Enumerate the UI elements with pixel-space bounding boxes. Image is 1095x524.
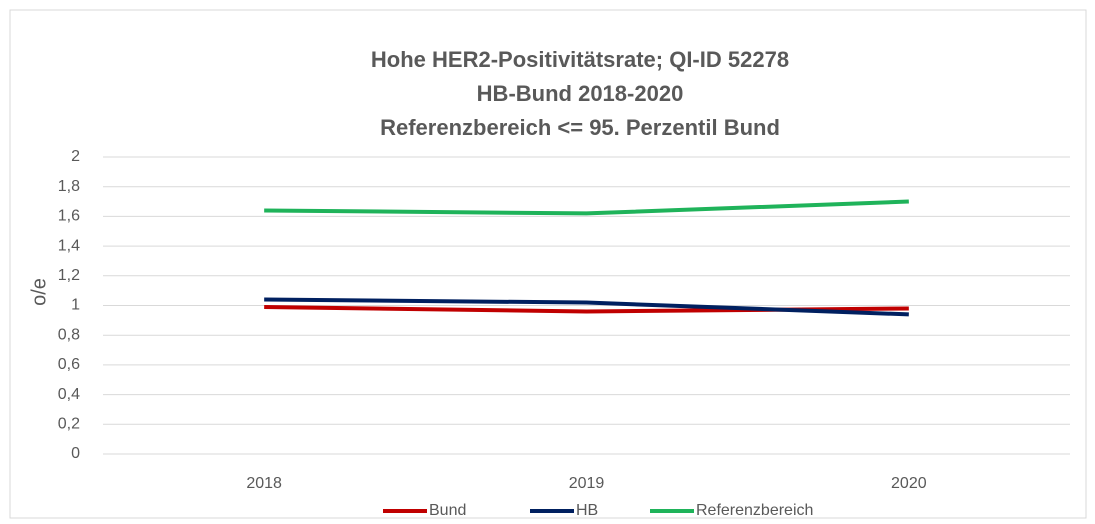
- y-tick-label: 1: [71, 297, 80, 314]
- x-tick-label: 2018: [246, 475, 282, 492]
- y-tick-label: 0,8: [58, 326, 80, 343]
- chart-title: Referenzbereich <= 95. Perzentil Bund: [380, 115, 780, 140]
- series-line: [264, 199, 909, 216]
- chart-title: HB-Bund 2018-2020: [477, 81, 684, 106]
- legend-label: Referenzbereich: [696, 502, 813, 519]
- y-tick-label: 0,6: [58, 356, 80, 373]
- y-tick-label: 1,6: [58, 208, 80, 225]
- y-tick-label: 0,2: [58, 416, 80, 433]
- legend-label: Bund: [429, 502, 466, 519]
- y-tick-label: 1,2: [58, 267, 80, 284]
- y-axis-label: o/e: [28, 278, 50, 306]
- y-tick-label: 1,8: [58, 178, 80, 195]
- x-tick-label: 2020: [891, 475, 927, 492]
- y-tick-label: 1,4: [58, 237, 80, 254]
- y-tick-label: 2: [71, 148, 80, 165]
- y-tick-label: 0: [71, 445, 80, 462]
- chart-border: [9, 9, 1087, 519]
- chart-title: Hohe HER2-Positivitätsrate; QI-ID 52278: [371, 47, 789, 72]
- y-tick-label: 0,4: [58, 386, 80, 403]
- x-tick-label: 2019: [569, 475, 605, 492]
- legend-label: HB: [576, 502, 598, 519]
- series-line: [264, 297, 909, 317]
